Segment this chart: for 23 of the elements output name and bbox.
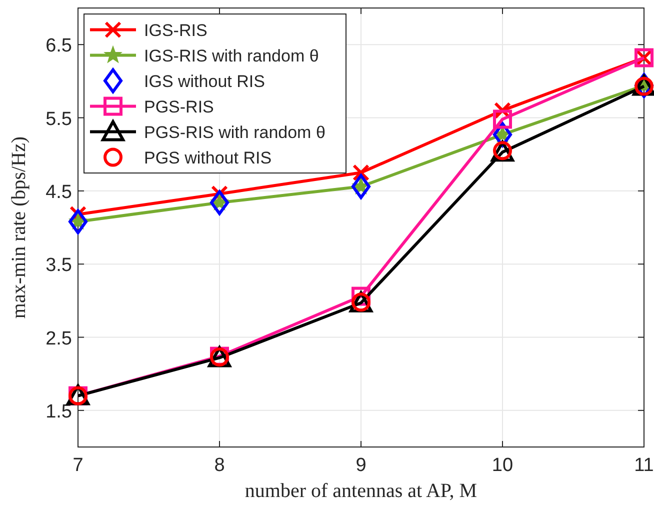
y-tick-label: 6.5 xyxy=(46,36,72,57)
x-axis-title: number of antennas at AP, M xyxy=(244,480,478,502)
y-tick-label: 4.5 xyxy=(46,182,72,203)
y-tick-label: 1.5 xyxy=(46,401,72,422)
legend-label: IGS-RIS with random θ xyxy=(144,46,319,66)
y-tick-label: 2.5 xyxy=(46,328,72,350)
x-tick-label: 9 xyxy=(356,455,366,476)
legend-label: PGS-RIS xyxy=(144,97,214,116)
y-tick-label: 5.5 xyxy=(46,108,72,130)
legend-label: IGS without RIS xyxy=(144,72,265,91)
x-tick-label: 8 xyxy=(214,455,225,476)
y-tick-label: 3.5 xyxy=(46,255,72,276)
legend-label: PGS-RIS with random θ xyxy=(144,122,326,142)
point xyxy=(352,174,370,200)
legend-label: IGS-RIS xyxy=(144,20,208,40)
point xyxy=(210,190,229,216)
point xyxy=(493,110,512,129)
x-tick-label: 11 xyxy=(634,455,654,476)
point xyxy=(68,209,88,234)
x-tick-label: 7 xyxy=(72,455,84,476)
y-axis-title: max-min rate (bps/Hz) xyxy=(8,136,30,319)
x-tick-label: 10 xyxy=(492,455,514,476)
legend-label: PGS without RIS xyxy=(144,148,272,168)
